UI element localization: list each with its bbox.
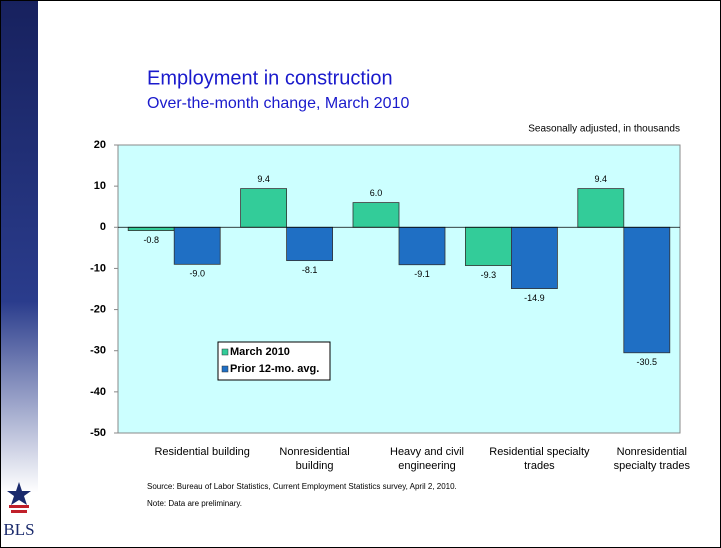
data-label: -9.0 [189,269,205,279]
legend-swatch [221,365,229,373]
y-tick-label: 0 [100,221,106,233]
legend-swatch [221,348,229,356]
y-tick-label: -50 [90,427,106,439]
chart-title: Employment in construction [147,67,393,89]
y-tick-label: -30 [90,345,106,357]
chart-subtitle: Over-the-month change, March 2010 [147,95,409,112]
legend-label: March 2010 [230,346,290,358]
y-tick-label: -40 [90,386,106,398]
logo-star [7,482,31,513]
x-tick-label: Nonresidential building [279,446,349,472]
x-tick-label: Nonresidential specialty trades [614,446,691,472]
y-tick-label: 20 [94,139,106,151]
data-label: -14.9 [524,293,545,303]
bar [398,226,446,266]
bar [352,202,400,228]
data-label: 9.4 [595,174,608,184]
units-note: Seasonally adjusted, in thousands [528,124,680,135]
y-tick-label: 10 [94,180,106,192]
data-label: -9.3 [481,270,497,280]
note: Note: Data are preliminary. [147,499,242,508]
bar [286,226,334,262]
bar [623,226,671,354]
data-label: -8.1 [302,265,318,275]
legend-box [217,341,331,381]
bar [577,188,625,228]
bar [127,226,175,231]
data-label: -30.5 [637,357,658,367]
data-label: -0.8 [143,235,159,245]
bar [464,226,512,266]
bar [240,188,288,228]
data-label: 6.0 [370,188,383,198]
x-tick-label: Residential building [154,446,249,458]
y-tick-label: -20 [90,303,106,315]
y-tick-label: -10 [90,262,106,274]
data-label: -9.1 [414,269,430,279]
plot-area [117,144,681,434]
legend-label: Prior 12-mo. avg. [230,363,319,375]
bar [510,226,558,289]
side-strip [1,1,38,547]
logo-text: BLS [3,520,34,539]
source: Source: Bureau of Labor Statistics, Curr… [147,482,457,491]
x-tick-label: Heavy and civil engineering [390,446,464,472]
data-label: 9.4 [257,174,270,184]
bar [173,226,221,265]
x-tick-label: Residential specialty trades [489,446,590,472]
